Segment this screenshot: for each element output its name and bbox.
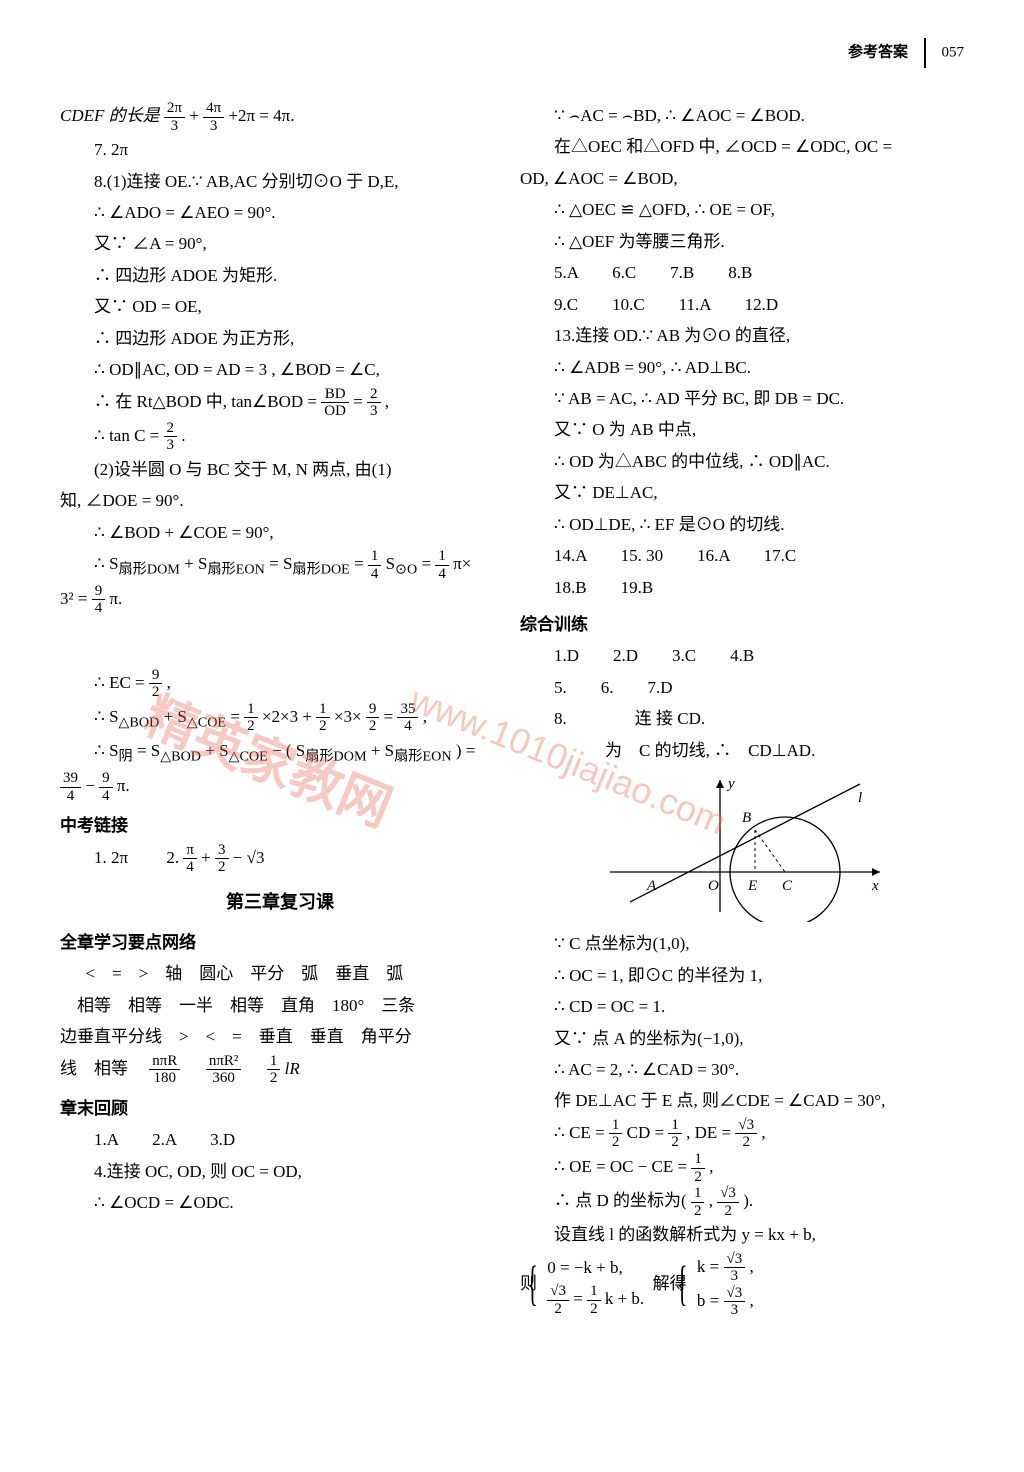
line: 7. 2π <box>60 134 500 165</box>
line: 相等 相等 一半 相等 直角 180° 三条 <box>60 990 500 1021</box>
line: 8.(1)连接 OE.∵ AB,AC 分别切⊙O 于 D,E, <box>60 166 500 197</box>
line: ∴ OD⊥DE, ∴ EF 是⊙O 的切线. <box>520 509 960 540</box>
section-zhongkao: 中考链接 <box>60 810 500 841</box>
line: 又∵ ∠A = 90°, <box>60 228 500 259</box>
line: 4.连接 OC, OD, 则 OC = OD, <box>60 1156 500 1187</box>
line: 边垂直平分线 > < = 垂直 垂直 角平分 <box>60 1021 500 1052</box>
svg-text:y: y <box>726 776 735 792</box>
line: ∵ AB = AC, ∴ AD 平分 BC, 即 DB = DC. <box>520 383 960 414</box>
right-column: ∵ ⌢AC = ⌢BD, ∴ ∠AOC = ∠BOD. 在△OEC 和△OFD … <box>520 30 960 1319</box>
line: ∴ 四边形 ADOE 为矩形. <box>60 260 500 291</box>
svg-text:A: A <box>646 878 657 894</box>
line: 线 相等 nπR180 nπR²360 12 lR <box>60 1053 500 1087</box>
line: OD, ∠AOC = ∠BOD, <box>520 163 960 194</box>
line: ∴ ∠ADB = 90°, ∴ AD⊥BC. <box>520 352 960 383</box>
svg-text:O: O <box>708 878 719 894</box>
header-label: 参考答案 <box>848 44 908 60</box>
line: ∴ 在 Rt△BOD 中, tan∠BOD = BDOD = 23 , <box>60 386 500 420</box>
line: ∴ OC = 1, 即⊙C 的半径为 1, <box>520 960 960 991</box>
line: ∴ S扇形DOM + S扇形EON = S扇形DOE = 14 S⊙O = 14… <box>60 548 500 583</box>
left-column: CDEF 的长是 2π3 + 4π3 +2π = 4π. 7. 2π 8.(1)… <box>60 30 500 1319</box>
page-header: 参考答案 057 <box>848 38 964 68</box>
line: 3² = 94 π. <box>60 583 500 617</box>
svg-text:C: C <box>782 878 793 894</box>
section-zhangmo: 章末回顾 <box>60 1093 500 1124</box>
svg-text:x: x <box>871 878 879 894</box>
line: 8. 连 接 CD. <box>520 703 960 734</box>
line: 14.A 15. 30 16.A 17.C <box>520 540 960 571</box>
page-content: CDEF 的长是 2π3 + 4π3 +2π = 4π. 7. 2π 8.(1)… <box>0 0 1024 1349</box>
section-zonghe: 综合训练 <box>520 609 960 640</box>
line: 在△OEC 和△OFD 中, ∠OCD = ∠ODC, OC = <box>520 131 960 162</box>
line: 又∵ OD = OE, <box>60 291 500 322</box>
equation-system: 0 = −k + b, √32 = 12 k + b. <box>541 1252 644 1318</box>
line: ∴ △OEF 为等腰三角形. <box>520 226 960 257</box>
line: ∴ OE = OC − CE = 12 , <box>520 1151 960 1185</box>
svg-text:B: B <box>742 810 751 826</box>
line: 1.A 2.A 3.D <box>60 1124 500 1155</box>
line: ∴ △OEC ≌ △OFD, ∴ OE = OF, <box>520 194 960 225</box>
line: 13.连接 OD.∵ AB 为⊙O 的直径, <box>520 320 960 351</box>
line: ∴ S△BOD + S△COE = 12 ×2×3 + 12 ×3× 92 = … <box>60 701 500 736</box>
line: 又∵ O 为 AB 中点, <box>520 414 960 445</box>
line: ∴ 点 D 的坐标为( 12 , √32 ). <box>520 1185 960 1219</box>
line: ∴ OD∥AC, OD = AD = 3 , ∠BOD = ∠C, <box>60 354 500 385</box>
line: ∴ ∠OCD = ∠ODC. <box>60 1187 500 1218</box>
page-number: 057 <box>942 44 965 60</box>
line: 5. 6. 7.D <box>520 672 960 703</box>
header-divider <box>924 38 926 68</box>
svg-text:l: l <box>858 790 862 806</box>
line: < = > 轴 圆心 平分 弧 垂直 弧 <box>60 958 500 989</box>
svg-text:E: E <box>747 878 757 894</box>
line: ∵ C 点坐标为(1,0), <box>520 928 960 959</box>
line: ∴ AC = 2, ∴ ∠CAD = 30°. <box>520 1054 960 1085</box>
section-quanzhang: 全章学习要点网络 <box>60 927 500 958</box>
section-chapter3: 第三章复习课 <box>60 886 500 919</box>
line: (2)设半圆 O 与 BC 交于 M, N 两点, 由(1) <box>60 454 500 485</box>
line: 则 0 = −k + b, √32 = 12 k + b. 解得 k = √33… <box>520 1251 960 1319</box>
line: 9.C 10.C 11.A 12.D <box>520 289 960 320</box>
line: 又∵ DE⊥AC, <box>520 477 960 508</box>
fraction: 2π3 <box>164 100 185 134</box>
line: ∴ CD = OC = 1. <box>520 991 960 1022</box>
line: 又∵ 点 A 的坐标为(−1,0), <box>520 1023 960 1054</box>
line: 作 DE⊥AC 于 E 点, 则∠CDE = ∠CAD = 30°, <box>520 1085 960 1116</box>
line: ∴ ∠ADO = ∠AEO = 90°. <box>60 197 500 228</box>
line: CDEF 的长是 2π3 + 4π3 +2π = 4π. <box>60 100 500 134</box>
line: 1. 2π 2. π4 + 32 − √3 <box>60 842 500 876</box>
line: ∴ 四边形 ADOE 为正方形, <box>60 323 500 354</box>
line: ∴ tan C = 23 . <box>60 420 500 454</box>
line: ∴ OD 为△ABC 的中位线, ∴ OD∥AC. <box>520 446 960 477</box>
geometry-diagram: A O E C B l x y <box>590 772 890 922</box>
line: 知, ∠DOE = 90°. <box>60 485 500 516</box>
line: 设直线 l 的函数解析式为 y = kx + b, <box>520 1219 960 1250</box>
line: ∵ ⌢AC = ⌢BD, ∴ ∠AOC = ∠BOD. <box>520 100 960 131</box>
line: ∴ CE = 12 CD = 12 , DE = √32 , <box>520 1117 960 1151</box>
line: 5.A 6.C 7.B 8.B <box>520 257 960 288</box>
line: 394 − 94 π. <box>60 770 500 804</box>
equation-system: k = √33 , b = √33 , <box>691 1251 754 1319</box>
line: ∴ EC = 92 , <box>60 667 500 701</box>
line: ∴ ∠BOD + ∠COE = 90°, <box>60 517 500 548</box>
line: 18.B 19.B <box>520 572 960 603</box>
line: ∴ S阴 = S△BOD + S△COE − ( S扇形DOM + S扇形EON… <box>60 735 500 770</box>
fraction: 4π3 <box>203 100 224 134</box>
line: 1.D 2.D 3.C 4.B <box>520 640 960 671</box>
line: 为 C 的切线, ∴ CD⊥AD. <box>520 735 960 766</box>
